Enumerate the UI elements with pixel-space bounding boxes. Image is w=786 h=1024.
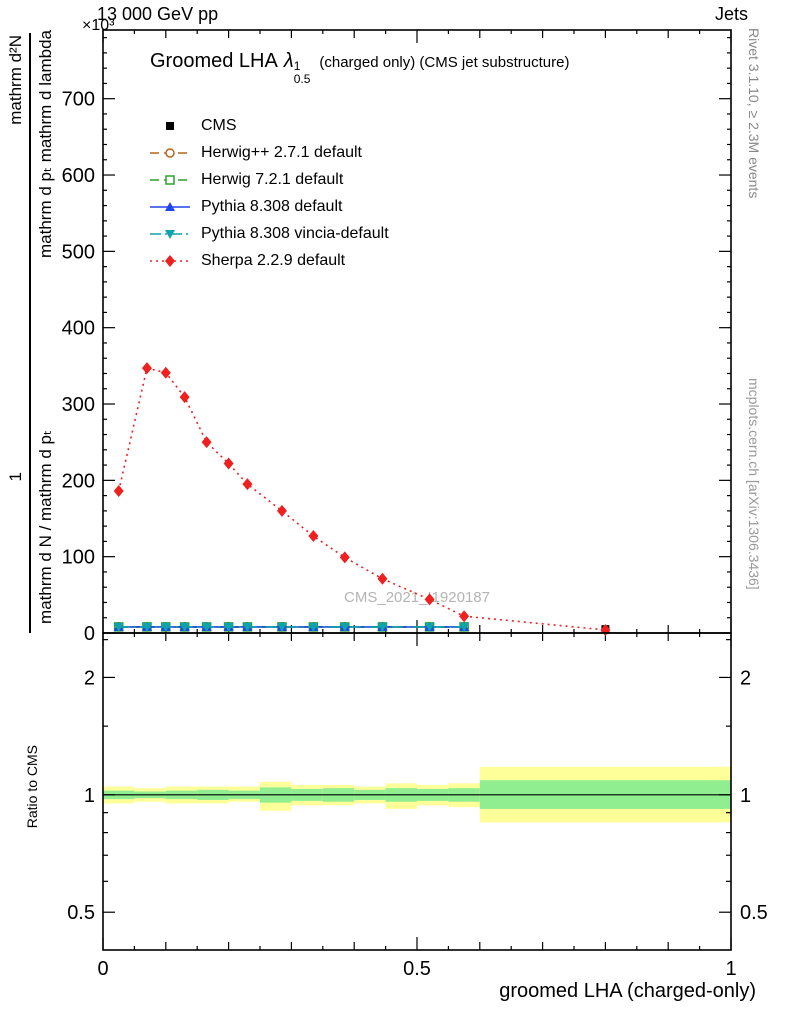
lambda-exponents: 1 0.5: [294, 60, 311, 85]
axis-tick-labels: 0 100 200 300 400 500 600 700 0 0.5 1 0.5 0.5 1 1 2 2: [62, 89, 768, 980]
legend-marker-vincia-icon: [150, 229, 190, 239]
svg-text:300: 300: [62, 394, 95, 416]
legend-label-herwig7: Herwig 7.2.1 default: [201, 170, 344, 188]
legend-item-sherpa: Sherpa 2.2.9 default: [148, 247, 389, 274]
svg-text:0.5: 0.5: [67, 902, 95, 924]
svg-text:1: 1: [740, 785, 751, 807]
header-beam-energy: 13 000 GeV pp: [97, 4, 219, 24]
plot-title-main: Groomed LHA: [150, 50, 278, 72]
x-axis-label: groomed LHA (charged-only): [499, 980, 756, 1002]
svg-text:2: 2: [740, 667, 751, 689]
rivet-version-note: Rivet 3.1.10, ≥ 2.3M events: [746, 28, 762, 199]
ratio-panel-frame: [102, 632, 732, 951]
legend-label-sherpa: Sherpa 2.2.9 default: [201, 251, 346, 269]
legend-item-vincia: Pythia 8.308 vincia-default: [148, 220, 389, 247]
svg-text:2: 2: [84, 667, 95, 689]
svg-text:700: 700: [62, 89, 95, 111]
y-axis-label-norm-denominator: mathrm d N / mathrm d pₜ: [36, 430, 55, 624]
watermark: CMS_2021_I1920187: [344, 589, 490, 606]
legend-label-herwigpp: Herwig++ 2.7.1 default: [201, 143, 362, 161]
svg-text:500: 500: [62, 241, 95, 263]
legend-label-pythia: Pythia 8.308 default: [201, 197, 343, 215]
y-axis-fraction-bar: [29, 33, 31, 633]
y-axis-label-denominator: mathrm d pₜ mathrm d lambda: [36, 30, 55, 258]
ratio-axis-label: Ratio to CMS: [24, 745, 40, 829]
svg-text:600: 600: [62, 165, 95, 187]
plot-title-suffix: (charged only) (CMS jet substructure): [319, 54, 570, 71]
svg-text:0: 0: [84, 623, 95, 645]
plot-title: Groomed LHA λ 1 0.5 (charged only) (CMS jet …: [150, 50, 570, 85]
svg-text:0: 0: [97, 958, 108, 980]
mcplots-reference-note: mcplots.cern.ch [arXiv:1306.3436]: [746, 378, 762, 590]
legend-marker-herwigpp-icon: [150, 147, 190, 158]
svg-text:100: 100: [62, 547, 95, 569]
legend-item-herwigpp: Herwig++ 2.7.1 default: [148, 139, 389, 166]
legend-marker-pythia-icon: [150, 201, 190, 211]
legend: CMS Herwig++ 2.7.1 default Herwig 7.2.1 de…: [148, 112, 389, 274]
svg-text:0.5: 0.5: [740, 902, 768, 924]
legend-marker-herwig7-icon: [150, 174, 190, 185]
lambda-symbol: λ: [283, 50, 294, 72]
legend-marker-sherpa-icon: [150, 254, 190, 267]
svg-text:200: 200: [62, 470, 95, 492]
svg-text:1: 1: [84, 785, 95, 807]
legend-item-pythia: Pythia 8.308 default: [148, 193, 389, 220]
y-axis-scale-multiplier: ×10³: [82, 17, 115, 34]
y-axis-label-numerator: mathrm d²N: [6, 35, 25, 125]
svg-text:0.5: 0.5: [403, 958, 431, 980]
series-vincia: [113, 622, 470, 632]
series-sherpa: [113, 362, 611, 636]
legend-item-herwig7: Herwig 7.2.1 default: [148, 166, 389, 193]
legend-label-vincia: Pythia 8.308 vincia-default: [201, 224, 389, 242]
lambda-subscript: 0.5: [293, 71, 311, 86]
legend-marker-cms-icon: [166, 121, 174, 130]
svg-text:1: 1: [725, 958, 736, 980]
svg-text:400: 400: [62, 318, 95, 340]
y-axis-label-norm-numerator: 1: [6, 472, 25, 482]
header-analysis-group: Jets: [714, 4, 748, 24]
lambda-superscript: 1: [293, 59, 301, 73]
legend-label-cms: CMS: [201, 116, 237, 134]
legend-item-cms: CMS: [148, 112, 389, 139]
